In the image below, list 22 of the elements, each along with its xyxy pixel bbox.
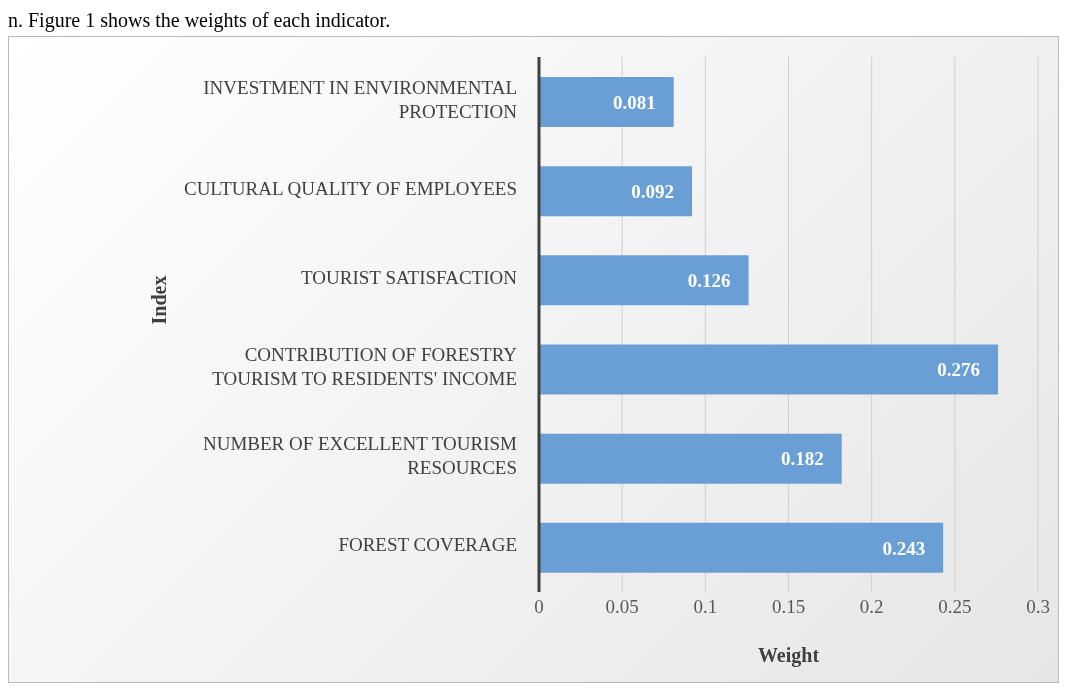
data-label: 0.092 xyxy=(631,180,675,202)
x-tick-label: 0.3 xyxy=(1026,596,1050,618)
x-tick-label: 0 xyxy=(534,596,544,618)
y-tick-label: TOURIST SATISFACTION xyxy=(301,267,518,289)
y-tick-label: INVESTMENT IN ENVIRONMENTAL PROTECTION xyxy=(203,76,518,122)
x-tick-label: 0.15 xyxy=(771,596,806,618)
y-axis-title: Index xyxy=(148,275,171,325)
data-label: 0.182 xyxy=(780,448,824,470)
text: n. Figure 1 shows the weights of each indicator. xyxy=(8,8,391,32)
y-tick-label: FOREST COVERAGE xyxy=(338,534,517,556)
y-tick-label: NUMBER OF EXCELLENT TOURISM RESOURCES xyxy=(202,433,518,479)
data-label: 0.081 xyxy=(612,91,656,113)
x-tick-label: 0.2 xyxy=(859,596,884,618)
x-tick-label: 0.25 xyxy=(938,596,972,618)
y-tick-label: CONTRIBUTION OF FORESTRY TOURISM TO RESIDENTS' INCOME xyxy=(212,344,518,390)
x-tick-label: 0.1 xyxy=(693,596,718,618)
x-tick-label: 0.05 xyxy=(605,596,639,618)
x-axis-title: Weight xyxy=(757,644,820,667)
data-label: 0.243 xyxy=(882,537,926,559)
data-label: 0.126 xyxy=(687,270,731,292)
y-tick-label: CULTURAL QUALITY OF EMPLOYEES xyxy=(183,178,517,200)
data-label: 0.276 xyxy=(937,359,981,381)
